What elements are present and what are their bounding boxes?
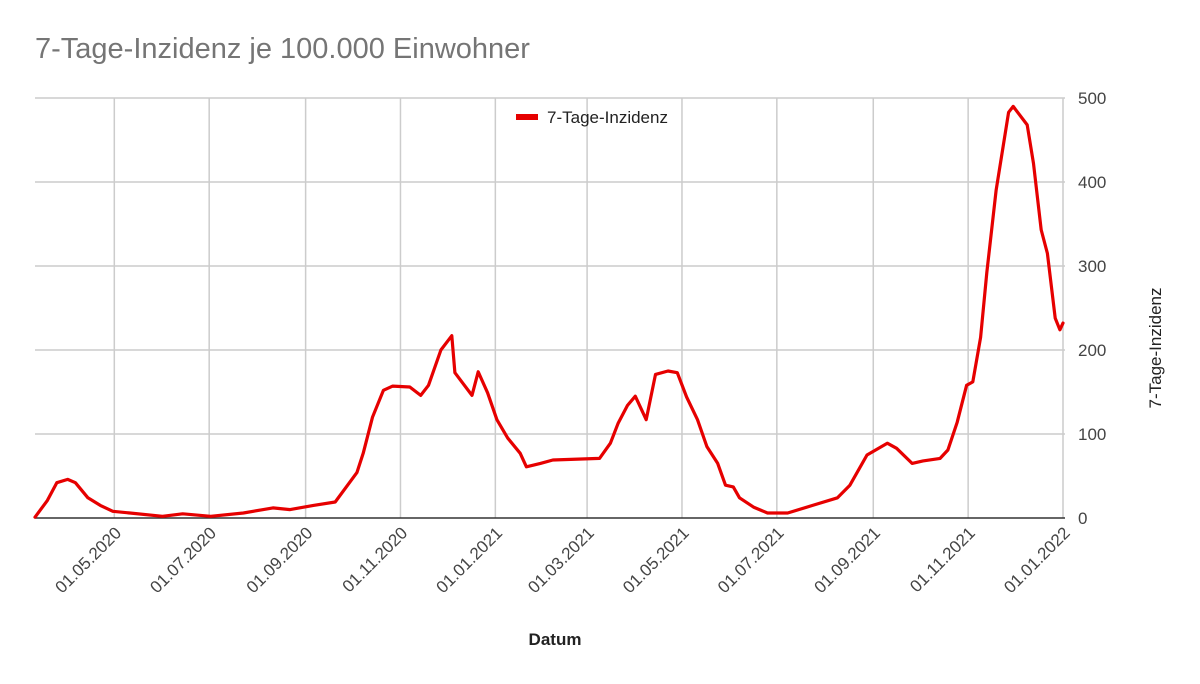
chart-title: 7-Tage-Inzidenz je 100.000 Einwohner bbox=[35, 33, 530, 65]
legend-label: 7-Tage-Inzidenz bbox=[547, 108, 668, 127]
series-line-7-tage-inzidenz bbox=[33, 104, 1065, 519]
y-tick-label: 100 bbox=[1078, 425, 1106, 444]
y-axis-ticks: 0 100 200 300 400 500 bbox=[1078, 89, 1106, 528]
legend[interactable]: 7-Tage-Inzidenz bbox=[516, 108, 668, 127]
x-tick-label: 01.03.2021 bbox=[524, 523, 598, 597]
x-tick-label: 01.07.2020 bbox=[146, 523, 220, 597]
x-tick-label: 01.01.2021 bbox=[433, 523, 507, 597]
x-tick-label: 01.11.2020 bbox=[339, 523, 412, 596]
x-tick-label: 01.05.2020 bbox=[52, 523, 126, 597]
x-tick-label: 01.07.2021 bbox=[714, 523, 788, 597]
y-tick-label: 400 bbox=[1078, 173, 1106, 192]
legend-swatch bbox=[516, 114, 538, 120]
x-tick-label: 01.09.2020 bbox=[243, 523, 317, 597]
x-axis-ticks: 01.05.2020 01.07.2020 01.09.2020 01.11.2020… bbox=[52, 523, 1074, 597]
x-tick-label: 01.01.2022 bbox=[1000, 523, 1074, 597]
y-tick-label: 500 bbox=[1078, 89, 1106, 108]
x-tick-label: 01.09.2021 bbox=[810, 523, 884, 597]
gridlines bbox=[35, 97, 1065, 518]
x-tick-label: 01.11.2021 bbox=[906, 523, 979, 596]
y-axis-title: 7-Tage-Inzidenz bbox=[1146, 288, 1165, 409]
x-tick-label: 01.05.2021 bbox=[619, 523, 693, 597]
y-tick-label: 300 bbox=[1078, 257, 1106, 276]
y-tick-label: 0 bbox=[1078, 509, 1087, 528]
x-axis-title: Datum bbox=[529, 630, 582, 649]
y-tick-label: 200 bbox=[1078, 341, 1106, 360]
